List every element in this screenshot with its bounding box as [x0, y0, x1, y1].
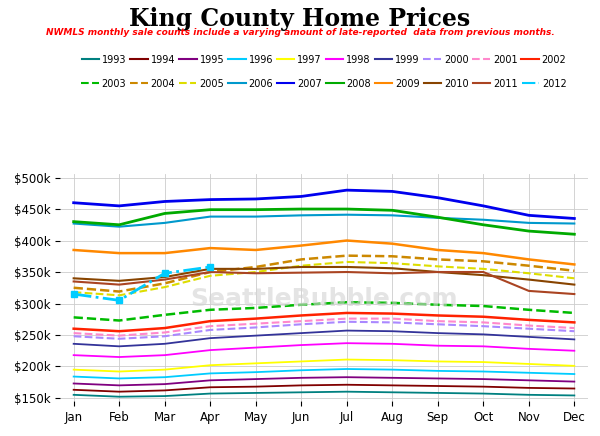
- Legend: 1993, 1994, 1995, 1996, 1997, 1998, 1999, 2000, 2001, 2002: 1993, 1994, 1995, 1996, 1997, 1998, 1999…: [77, 51, 571, 68]
- Text: King County Home Prices: King County Home Prices: [130, 7, 470, 31]
- Text: SeattleBubble.com: SeattleBubble.com: [190, 287, 458, 311]
- Legend: 2003, 2004, 2005, 2006, 2007, 2008, 2009, 2010, 2011, 2012: 2003, 2004, 2005, 2006, 2007, 2008, 2009…: [77, 75, 571, 92]
- Text: NWMLS monthly sale counts include a varying amount of late-reported  data from p: NWMLS monthly sale counts include a vary…: [46, 28, 554, 37]
